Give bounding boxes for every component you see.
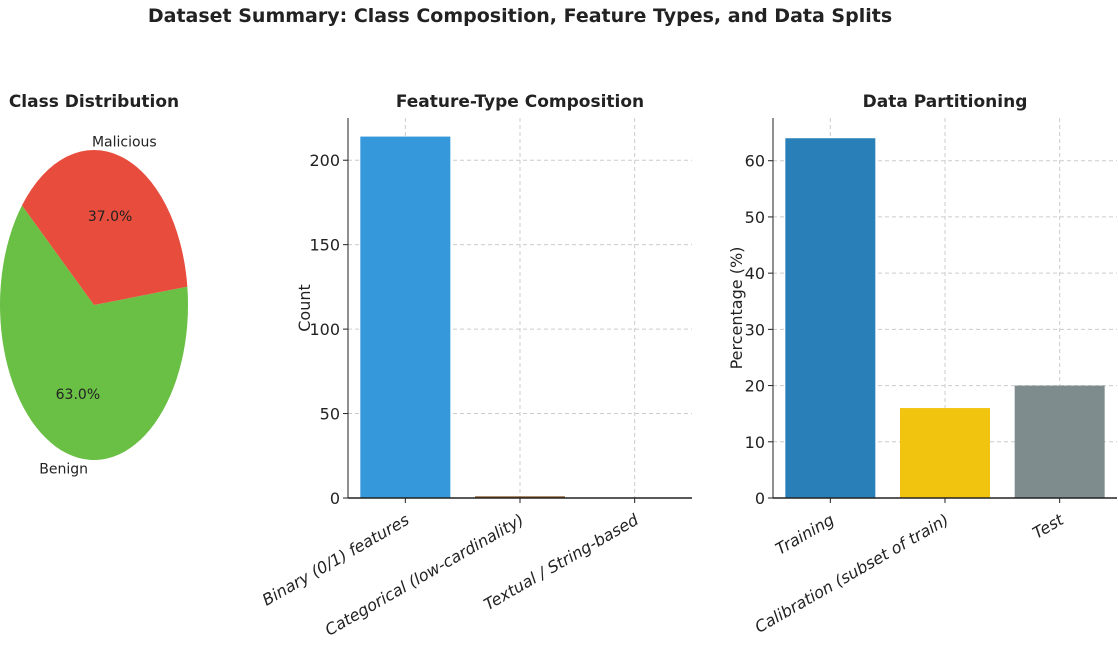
pie-percent: 37.0%	[88, 209, 132, 225]
y-tick-label: 30	[745, 320, 765, 339]
y-tick-label: 100	[309, 320, 340, 339]
pie-slice-malicious	[21, 150, 188, 305]
x-tick-label: Categorical (low-cardinality)	[322, 510, 527, 640]
bar-1	[475, 496, 565, 498]
pie-percent: 63.0%	[56, 387, 100, 403]
y-tick-label: 10	[745, 433, 765, 452]
y-tick-label: 40	[745, 264, 765, 283]
bar-chart-title: Feature-Type Composition	[396, 92, 644, 112]
x-tick-label: Calibration (subset of train)	[752, 510, 952, 637]
y-tick-label: 150	[309, 236, 340, 255]
y-tick-label: 50	[320, 405, 340, 424]
x-tick-label: Test	[1029, 510, 1067, 543]
y-tick-label: 200	[309, 151, 340, 170]
y-tick-label: 0	[755, 489, 765, 508]
x-tick-label: Training	[772, 510, 837, 559]
y-tick-label: 20	[745, 377, 765, 396]
pie-label: Malicious	[92, 135, 157, 151]
y-tick-label: 50	[745, 208, 765, 227]
y-tick-label: 0	[330, 489, 340, 508]
bar-chart-title: Data Partitioning	[863, 92, 1028, 112]
bar-2	[1014, 385, 1105, 498]
bar-0	[360, 136, 451, 499]
y-axis-label: Count	[295, 284, 314, 332]
bar-0	[785, 138, 876, 498]
figure-title: Dataset Summary: Class Composition, Feat…	[148, 5, 892, 27]
y-tick-label: 60	[745, 152, 765, 171]
y-axis-label: Percentage (%)	[727, 247, 746, 370]
bar-1	[900, 408, 990, 498]
pie-slice-benign	[0, 205, 189, 461]
pie-label: Benign	[39, 461, 88, 477]
pie-title: Class Distribution	[9, 92, 179, 112]
